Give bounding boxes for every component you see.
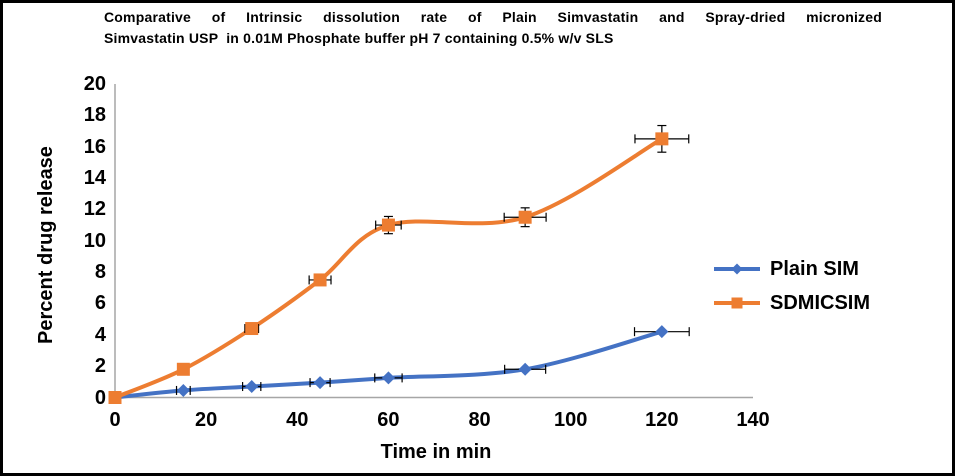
y-tick-label: 8	[94, 261, 106, 284]
square-marker-sdmicsim	[381, 218, 395, 232]
series-line-sdmicsim	[113, 136, 664, 400]
y-tick-label: 4	[94, 323, 106, 346]
legend-item-plain-sim: Plain SIM	[714, 256, 870, 282]
square-marker-sdmicsim	[655, 132, 669, 146]
legend-sample-sdmicsim	[714, 297, 760, 309]
square-marker-sdmicsim	[245, 322, 259, 336]
diamond-icon	[731, 263, 743, 275]
square-marker-sdmicsim	[176, 362, 190, 376]
diamond-marker-plain-sim	[655, 325, 669, 339]
x-tick-label: 40	[286, 409, 309, 431]
y-tick-label: 20	[83, 73, 106, 95]
y-tick-label: 12	[83, 198, 106, 221]
legend-sample-plain-sim	[714, 263, 760, 275]
x-tick-label: 20	[195, 409, 218, 431]
chart-title-line2: Simvastatin USP in 0.01M Phosphate buffe…	[104, 30, 614, 46]
x-tick-label: 0	[109, 409, 121, 431]
diamond-marker-plain-sim	[381, 371, 395, 385]
x-tick-label: 140	[736, 409, 770, 431]
x-tick-label: 60	[377, 409, 400, 431]
x-axis-title: Time in min	[380, 441, 492, 463]
x-tick-label: 120	[645, 409, 679, 431]
x-tick-label: 100	[554, 409, 588, 431]
y-tick-label: 16	[83, 135, 106, 158]
diamond-marker-plain-sim	[313, 376, 327, 390]
x-tick-label: 80	[468, 409, 491, 431]
square-icon	[731, 297, 743, 309]
series-line-plain-sim	[113, 329, 664, 400]
legend-label-plain-sim: Plain SIM	[770, 257, 859, 280]
y-tick-label: 6	[94, 292, 106, 315]
y-tick-label: 18	[83, 104, 106, 127]
chart-title: Comparative of Intrinsic dissolution rat…	[104, 7, 882, 49]
square-marker-sdmicsim	[518, 210, 532, 224]
square-marker-sdmicsim	[313, 273, 327, 287]
y-tick-label: 10	[83, 229, 106, 252]
diamond-marker-plain-sim	[176, 383, 190, 397]
y-tick-label: 2	[94, 355, 106, 378]
legend-item-sdmicsim: SDMICSIM	[714, 290, 870, 316]
y-tick-label: 14	[83, 167, 106, 190]
diamond-marker-plain-sim	[518, 362, 532, 376]
y-tick-label: 0	[94, 386, 106, 409]
legend-label-sdmicsim: SDMICSIM	[770, 291, 870, 314]
legend: Plain SIM SDMICSIM	[714, 256, 870, 324]
square-marker-sdmicsim	[108, 391, 122, 404]
diamond-marker-plain-sim	[245, 380, 259, 394]
chart-title-line1: Comparative of Intrinsic dissolution rat…	[104, 9, 882, 25]
